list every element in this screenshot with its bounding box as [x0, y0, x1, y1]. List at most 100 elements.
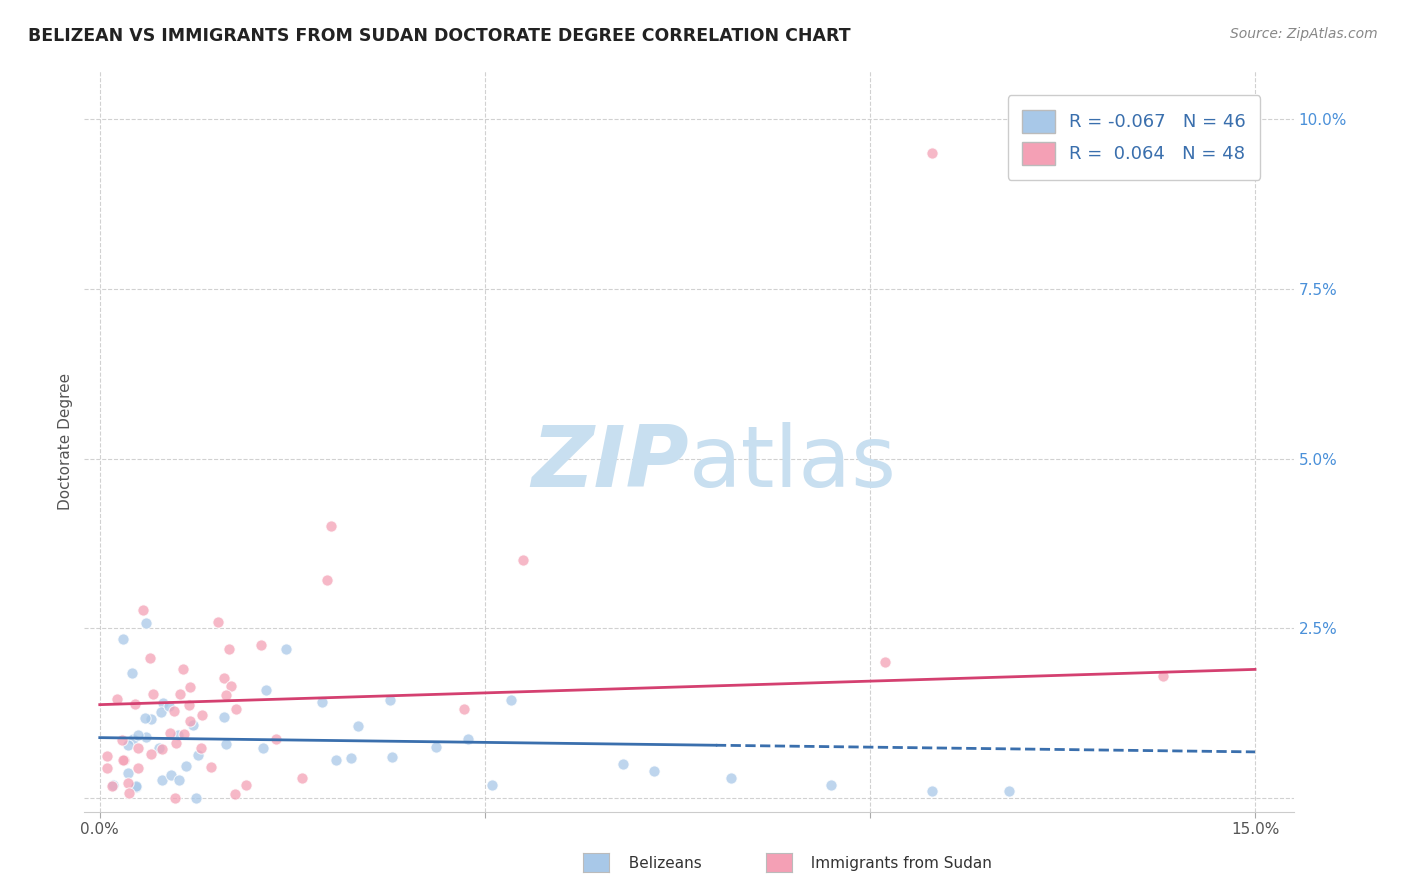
Point — [160, 768, 183, 782]
Point — [152, 696, 174, 710]
Point — [315, 573, 337, 587]
Point — [207, 615, 229, 629]
Point — [135, 616, 157, 631]
Point — [132, 603, 155, 617]
Point — [176, 759, 198, 773]
Point — [159, 726, 181, 740]
Point — [163, 791, 186, 805]
Point — [875, 655, 897, 669]
Point — [250, 638, 273, 652]
Point — [111, 753, 134, 767]
Point — [187, 748, 209, 763]
Point — [264, 731, 287, 746]
Point — [820, 778, 842, 792]
Point — [381, 750, 404, 764]
Point — [127, 741, 149, 756]
Point — [124, 697, 146, 711]
Point — [921, 784, 943, 798]
Point — [179, 680, 201, 694]
Point — [125, 780, 148, 794]
Point — [96, 749, 118, 764]
Point — [157, 699, 180, 714]
Point — [325, 753, 347, 767]
Point — [127, 728, 149, 742]
Point — [150, 742, 173, 756]
Point — [218, 641, 240, 656]
Point — [121, 731, 143, 746]
Point — [190, 741, 212, 756]
Point — [997, 784, 1019, 798]
Point — [512, 553, 534, 567]
Point — [319, 519, 342, 533]
Point — [112, 753, 135, 767]
Text: Immigrants from Sudan: Immigrants from Sudan — [801, 856, 993, 871]
Point — [163, 704, 186, 718]
Point — [121, 666, 143, 681]
Point — [138, 650, 160, 665]
Point — [105, 692, 128, 706]
Text: BELIZEAN VS IMMIGRANTS FROM SUDAN DOCTORATE DEGREE CORRELATION CHART: BELIZEAN VS IMMIGRANTS FROM SUDAN DOCTOR… — [28, 27, 851, 45]
Point — [101, 779, 124, 793]
Point — [453, 702, 475, 716]
Point — [340, 751, 363, 765]
Point — [252, 740, 274, 755]
Point — [135, 730, 157, 744]
Point — [139, 747, 162, 762]
Point — [612, 757, 634, 772]
Text: Source: ZipAtlas.com: Source: ZipAtlas.com — [1230, 27, 1378, 41]
Point — [150, 705, 173, 719]
Point — [215, 688, 238, 702]
Point — [184, 790, 207, 805]
Text: Belizeans: Belizeans — [619, 856, 702, 871]
Point — [212, 671, 235, 685]
Point — [181, 718, 204, 732]
Point — [117, 738, 139, 752]
Point — [127, 761, 149, 775]
Legend: R = -0.067   N = 46, R =  0.064   N = 48: R = -0.067 N = 46, R = 0.064 N = 48 — [1008, 95, 1260, 179]
Point — [921, 145, 943, 160]
Point — [276, 642, 298, 657]
Point — [212, 710, 235, 724]
Point — [125, 780, 148, 794]
Point — [191, 708, 214, 723]
Point — [165, 736, 187, 750]
Point — [1152, 669, 1174, 683]
Text: ZIP: ZIP — [531, 422, 689, 505]
Point — [177, 698, 200, 713]
Point — [224, 787, 246, 801]
Point — [200, 760, 222, 774]
Point — [169, 687, 191, 701]
Point — [117, 775, 139, 789]
Point — [167, 773, 190, 788]
Point — [179, 714, 201, 729]
Point — [219, 679, 242, 693]
Point — [173, 727, 195, 741]
Point — [96, 761, 118, 775]
Point — [134, 711, 156, 725]
Point — [425, 739, 447, 754]
Point — [501, 692, 523, 706]
Point — [643, 764, 665, 778]
Point — [111, 733, 134, 747]
Point — [215, 738, 238, 752]
Point — [254, 683, 277, 698]
Point — [101, 778, 124, 792]
Point — [118, 786, 141, 800]
Point — [291, 771, 314, 785]
Point — [142, 688, 165, 702]
Point — [148, 741, 170, 756]
Point — [150, 773, 173, 788]
Point — [139, 712, 162, 726]
Point — [235, 778, 257, 792]
Point — [117, 765, 139, 780]
Point — [167, 728, 190, 742]
Point — [457, 732, 479, 747]
Point — [111, 632, 134, 647]
Point — [172, 662, 194, 676]
Point — [225, 701, 247, 715]
Point — [347, 718, 370, 732]
Point — [378, 692, 401, 706]
Point — [311, 695, 333, 709]
Point — [481, 778, 503, 792]
Text: atlas: atlas — [689, 422, 897, 505]
